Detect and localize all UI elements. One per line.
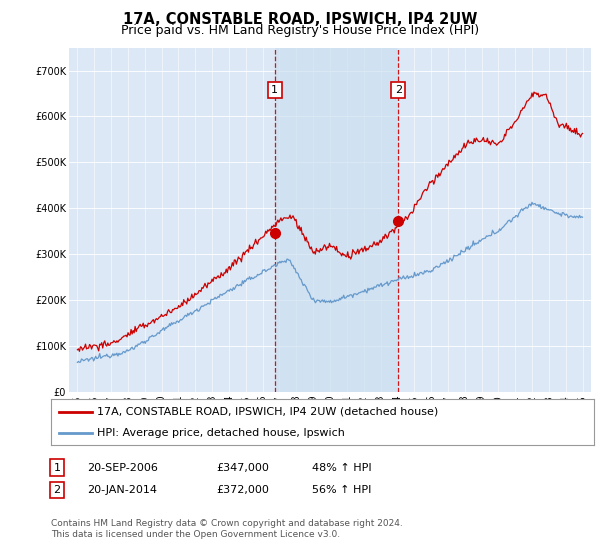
Bar — [275, 48, 398, 392]
Text: Price paid vs. HM Land Registry's House Price Index (HPI): Price paid vs. HM Land Registry's House … — [121, 24, 479, 36]
Text: Contains HM Land Registry data © Crown copyright and database right 2024.
This d: Contains HM Land Registry data © Crown c… — [51, 519, 403, 539]
Text: 48% ↑ HPI: 48% ↑ HPI — [312, 463, 371, 473]
Text: 2: 2 — [53, 485, 61, 495]
Text: £372,000: £372,000 — [216, 485, 269, 495]
Text: 20-JAN-2014: 20-JAN-2014 — [87, 485, 157, 495]
Text: £347,000: £347,000 — [216, 463, 269, 473]
Text: 17A, CONSTABLE ROAD, IPSWICH, IP4 2UW: 17A, CONSTABLE ROAD, IPSWICH, IP4 2UW — [123, 12, 477, 27]
Text: 2: 2 — [395, 85, 402, 95]
Text: 56% ↑ HPI: 56% ↑ HPI — [312, 485, 371, 495]
Text: 17A, CONSTABLE ROAD, IPSWICH, IP4 2UW (detached house): 17A, CONSTABLE ROAD, IPSWICH, IP4 2UW (d… — [97, 407, 439, 417]
Text: 1: 1 — [271, 85, 278, 95]
Text: HPI: Average price, detached house, Ipswich: HPI: Average price, detached house, Ipsw… — [97, 428, 345, 438]
Text: 1: 1 — [53, 463, 61, 473]
Text: 20-SEP-2006: 20-SEP-2006 — [87, 463, 158, 473]
